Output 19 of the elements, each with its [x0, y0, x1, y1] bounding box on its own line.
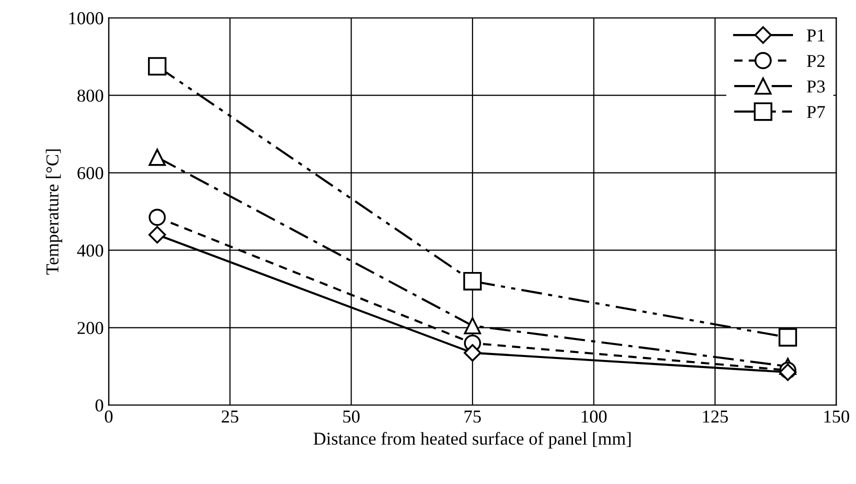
legend-label: P7 — [806, 106, 825, 118]
y-tick-label: 200 — [78, 322, 104, 334]
y-tick-label: 600 — [78, 167, 104, 180]
x-tick-label: 100 — [582, 410, 607, 423]
legend-label: P3 — [806, 80, 825, 93]
legend-label: P1 — [806, 29, 824, 42]
x-tick-label: 0 — [104, 410, 113, 423]
legend-label: P2 — [806, 54, 824, 67]
x-tick-label: 50 — [343, 410, 360, 423]
y-tick-label: 400 — [77, 244, 104, 257]
y-tick-label: 0 — [96, 399, 104, 412]
y-tick-label: 800 — [77, 90, 104, 102]
y-axis-title: Temperature [°C] — [46, 149, 62, 275]
y-tick-label: 1000 — [69, 12, 104, 24]
x-axis-title: Distance from heated surface of panel [mm] — [314, 432, 631, 448]
x-tick-label: 75 — [464, 410, 481, 423]
x-tick-label: 150 — [824, 410, 850, 423]
x-tick-label: 125 — [703, 410, 728, 423]
x-tick-label: 25 — [222, 410, 238, 423]
